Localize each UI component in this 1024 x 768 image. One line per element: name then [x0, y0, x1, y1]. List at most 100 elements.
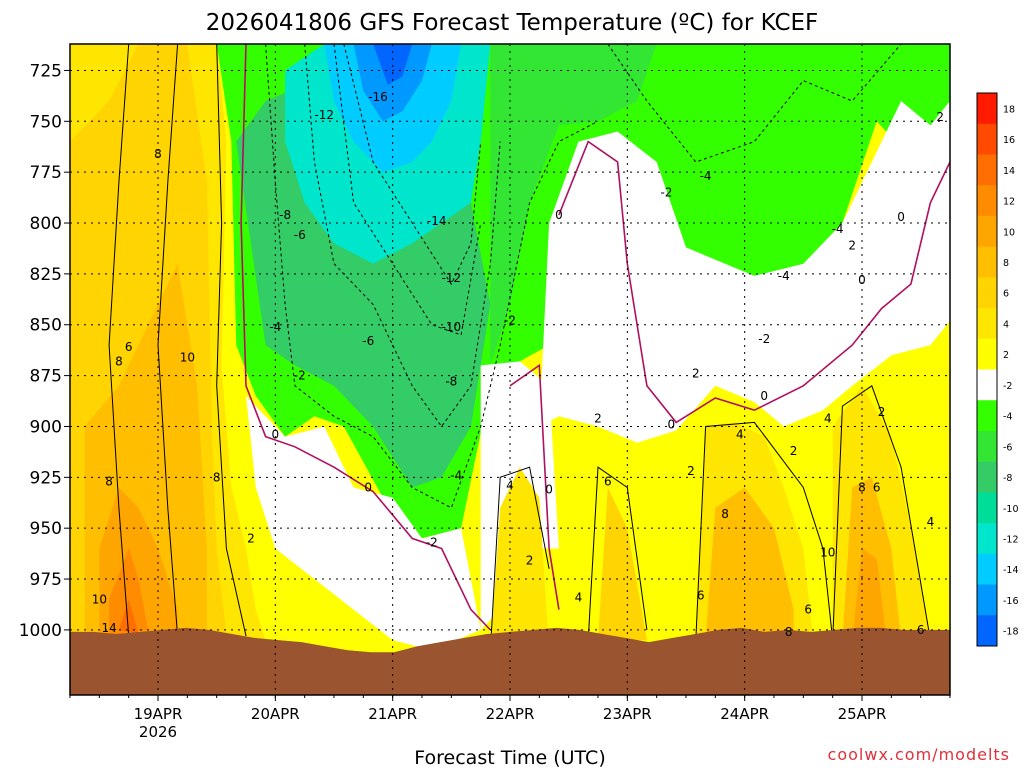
contour-label: 2: [848, 238, 856, 252]
region-blue: [353, 44, 432, 122]
contour-line: [333, 44, 482, 336]
colorbar-swatch: [977, 123, 997, 155]
contour-label: -2: [758, 332, 770, 346]
contour-label: 0: [668, 417, 676, 431]
colorbar-tick-label: -18: [1003, 627, 1019, 638]
x-tick-label: 21APR: [368, 705, 417, 723]
contour-line: [216, 44, 247, 637]
contour-label: 4: [575, 590, 583, 604]
contour-label: 6: [804, 603, 812, 617]
contour-label: 2: [692, 367, 700, 381]
contour-label: 6: [125, 340, 133, 354]
colorbar-swatch: [977, 400, 997, 432]
contour-label: 2: [936, 110, 944, 124]
contour-label: 2: [878, 405, 886, 419]
y-tick-label: 950: [30, 519, 62, 539]
colorbar-swatch: [977, 185, 997, 217]
contour-label: 4: [927, 515, 935, 529]
contour-label: 14: [101, 621, 116, 635]
contour-label: 2: [687, 464, 695, 478]
contour-label: 10: [180, 350, 195, 364]
contour-label: 4: [824, 411, 832, 425]
contour-label: -2: [660, 186, 672, 200]
colorbar-swatch: [977, 430, 997, 463]
x-tick-label: 20APR: [251, 705, 300, 723]
credit-text: coolwx.com/modelts: [828, 745, 1010, 764]
field-layer: -16-12-8-6-14-12-10-8-6-4-2-4-200 000000-…: [70, 44, 950, 695]
contour-label: 8: [858, 480, 866, 494]
contour-label: 6: [697, 588, 705, 602]
contour-label: 8: [115, 354, 123, 368]
colorbar-tick-label: 14: [1003, 166, 1015, 177]
colorbar: 18 16 14 12 10 8 6 4 2 -2 -4 -6 -8 -10 -12 -14 -16 -18: [976, 92, 1019, 647]
colorbar-tick-label: -2: [1003, 381, 1012, 392]
contour-label: 10: [820, 546, 835, 560]
contour-label: 2: [247, 531, 255, 545]
colorbar-tick-label: -12: [1003, 534, 1019, 545]
contour-label: -12: [442, 271, 462, 285]
colorbar-tick-label: 12: [1003, 197, 1015, 208]
colorbar-tick-label: -14: [1003, 565, 1019, 576]
contour-line: [587, 466, 648, 641]
contour-label: 8: [721, 507, 729, 521]
colorbar-tick-label: 8: [1003, 258, 1009, 269]
colorbar-tick-label: 10: [1003, 227, 1015, 238]
colorbar-swatch: [977, 154, 997, 186]
colorbar-swatch: [977, 93, 997, 125]
y-tick-label: 775: [30, 163, 62, 183]
chart-title: 2026041806 GFS Forecast Temperature (ºC)…: [206, 10, 819, 36]
x-tick-label: 23APR: [603, 705, 652, 723]
colorbar-tick-label: 6: [1003, 289, 1009, 300]
x-tick-label: 25APR: [838, 705, 887, 723]
contour-label: -4: [778, 269, 790, 283]
contour-label: -4: [269, 320, 281, 334]
colorbar-tick-label: 18: [1003, 104, 1015, 115]
contour-line: [489, 466, 550, 651]
region-blue-core: [373, 44, 413, 85]
contour-label: 2: [526, 554, 534, 568]
contour-line: [108, 44, 130, 637]
contour-line: [343, 44, 482, 286]
contour-label: -12: [314, 108, 334, 122]
y-tick-label: 975: [30, 570, 62, 590]
y-tick-label: 750: [30, 112, 62, 132]
contour-label: -16: [368, 90, 388, 104]
colorbar-tick-label: 16: [1003, 135, 1015, 146]
contour-label: -14: [427, 214, 447, 228]
region-warm-24apr-2: [705, 487, 794, 641]
colorbar-tick-label: -4: [1003, 412, 1012, 423]
colorbar-tick-label: -16: [1003, 596, 1019, 607]
colorbar-frame: [976, 92, 998, 647]
colorbar-swatch: [977, 553, 997, 586]
region-warm-25apr-3: [852, 548, 887, 641]
x-axis-label: Forecast Time (UTC): [414, 747, 605, 768]
colorbar-tick-label: -6: [1003, 442, 1012, 453]
y-tick-label: 825: [30, 265, 62, 285]
region-warm-23apr: [598, 487, 647, 641]
colorbar-tick-label: -8: [1003, 473, 1012, 484]
y-axis: 725 750 775 800 825 850 875 900 925 950 975 1000: [19, 61, 70, 641]
colorbar-swatch: [977, 338, 997, 370]
contour-label: 0: [545, 483, 553, 497]
colorbar-tick-label: 2: [1003, 350, 1009, 361]
region-white-mid: [246, 395, 481, 651]
contour-label: 6: [873, 480, 881, 494]
contour-label: 6: [917, 623, 925, 637]
colorbar-swatch: [977, 308, 997, 340]
contour-label: -6: [362, 334, 374, 348]
contour-label: 8: [154, 147, 162, 161]
contour-label: 0: [858, 273, 866, 287]
contour-label: 6: [604, 474, 612, 488]
contour-label: 8: [213, 470, 221, 484]
contour-label: 4: [736, 428, 744, 442]
y-tick-label: 1000: [19, 621, 62, 641]
contour-label: 10: [92, 592, 107, 606]
region-green-22apr: [490, 44, 657, 366]
contour-label: 0: [272, 428, 280, 442]
contour-label: 0: [897, 210, 905, 224]
contour-label: 0: [760, 389, 768, 403]
contour-line: [695, 421, 834, 641]
contour-label: -8: [445, 375, 457, 389]
